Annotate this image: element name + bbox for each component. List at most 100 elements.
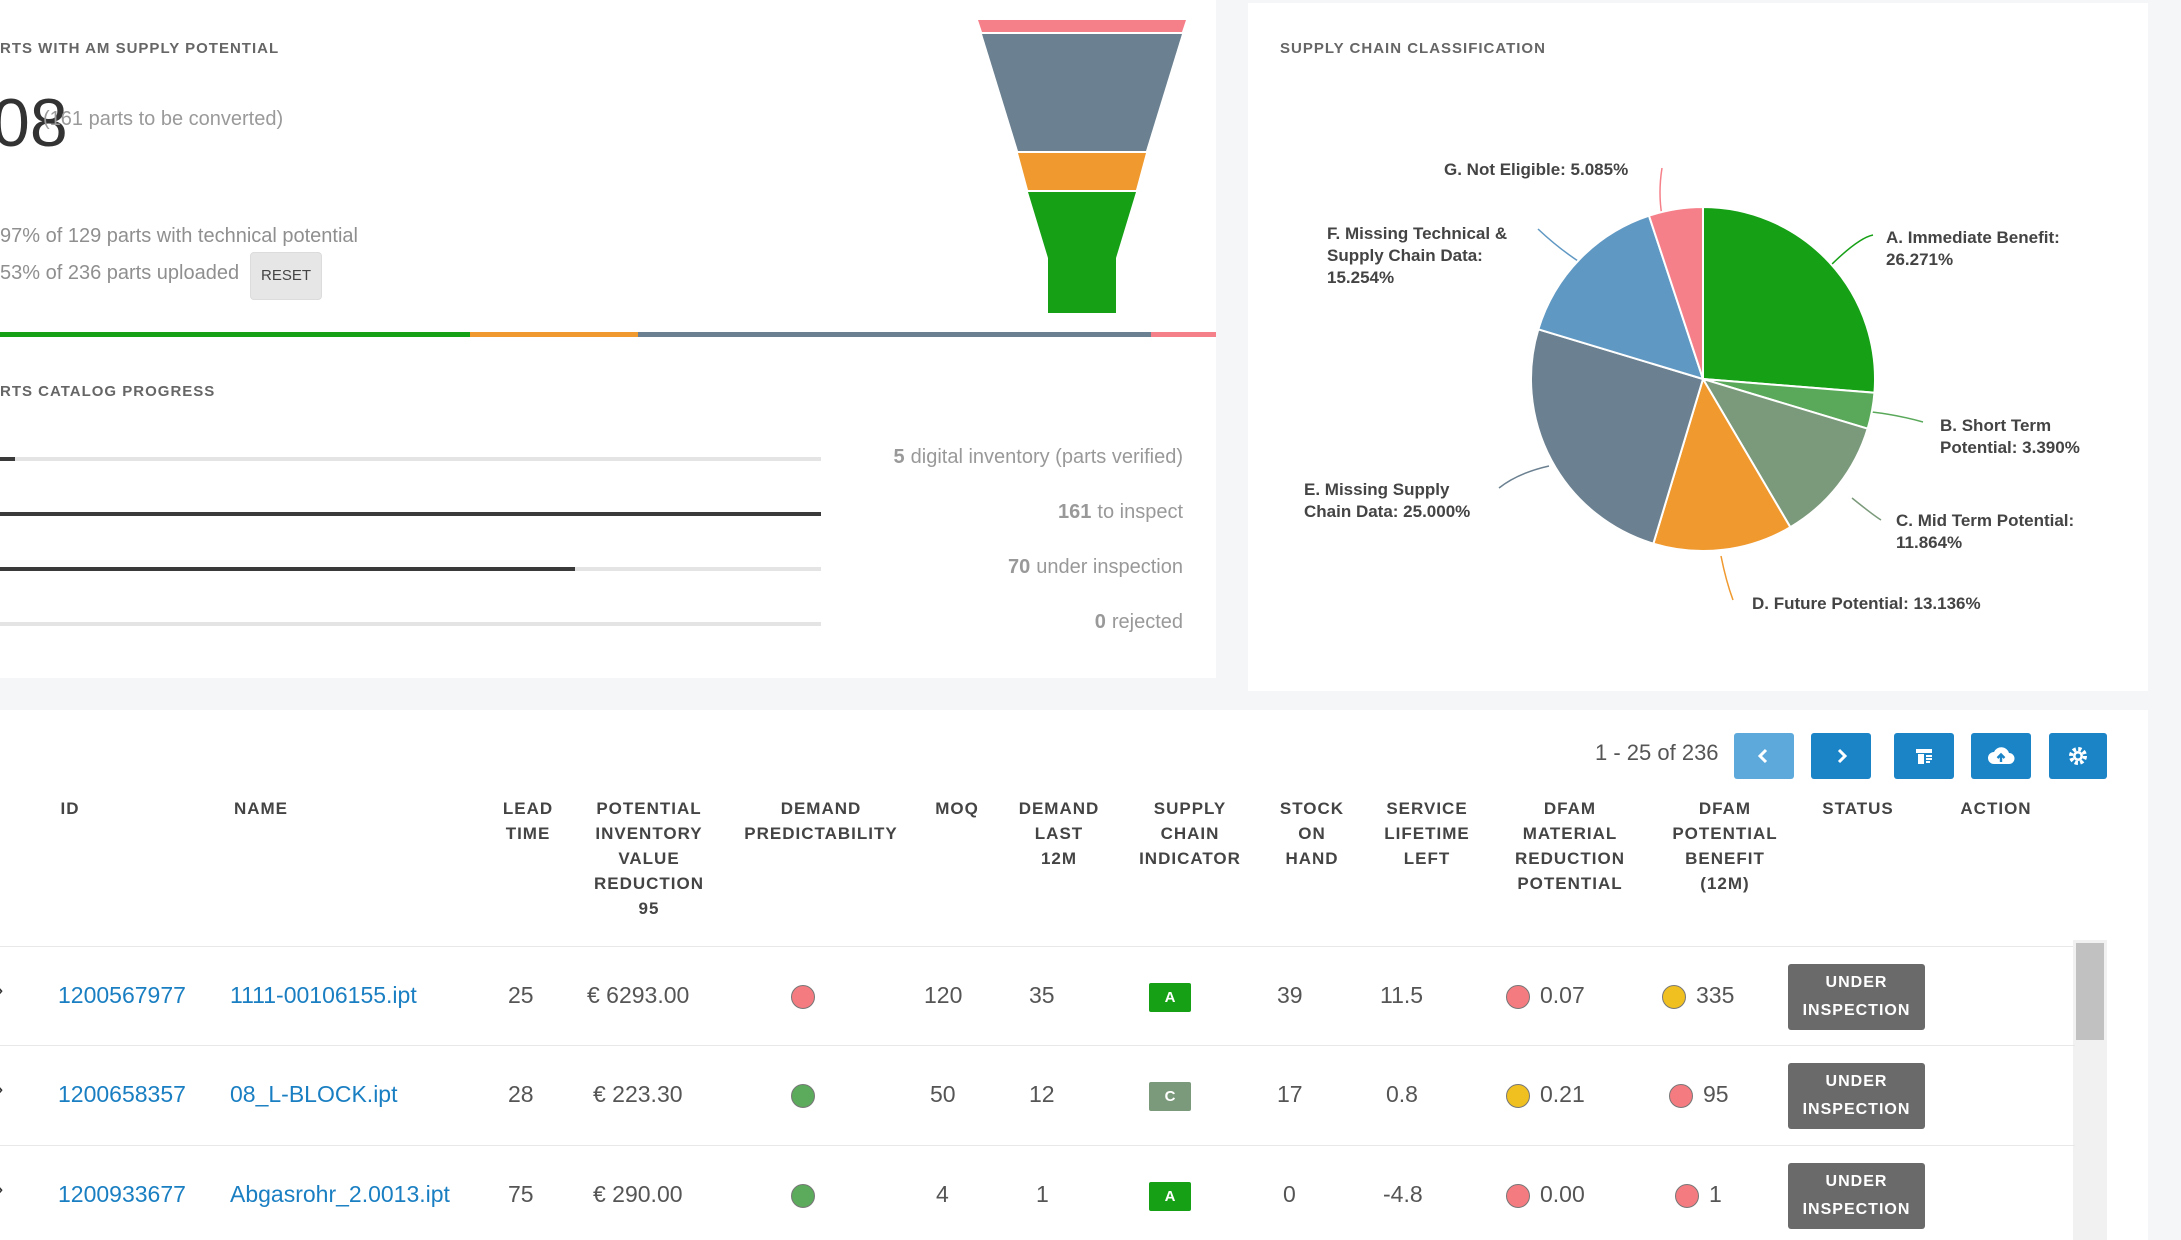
table-scrollbar-thumb[interactable] (2076, 943, 2104, 1040)
table-row[interactable]: › 1200567977 1111-00106155.ipt 25 € 6293… (0, 947, 2073, 1045)
progress-label-verified: 5 digital inventory (parts verified) (683, 446, 1183, 469)
progress-count: 0 (1094, 611, 1106, 633)
am-potential-card: RTS WITH AM SUPPLY POTENTIAL 08 (161 par… (0, 0, 1216, 340)
service-lifetime: 11.5 (1380, 982, 1424, 1008)
funnel-segment-immediate (1028, 192, 1136, 313)
dfam-material-value: 0.07 (1540, 982, 1585, 1008)
upload-button[interactable] (1971, 733, 2031, 779)
progress-track-verified (0, 457, 821, 461)
pie-slice-future[interactable] (1652, 376, 1792, 552)
part-name-link[interactable]: 08_L-BLOCK.ipt (230, 1081, 398, 1107)
pie-chart-title: SUPPLY CHAIN CLASSIFICATION (1280, 40, 1546, 57)
moq: 120 (924, 982, 963, 1008)
row-divider (0, 1045, 2075, 1046)
col-header-demand-predictability[interactable]: DEMAND PREDICTABILITY (744, 799, 898, 843)
dfam-benefit-value: 335 (1696, 982, 1735, 1008)
part-id-link[interactable]: 1200567977 (58, 982, 186, 1008)
col-header-stock-on-hand[interactable]: STOCK ON HAND (1279, 799, 1345, 868)
pie-slice-mid-term[interactable] (1700, 377, 1869, 529)
dfam-benefit-indicator (1662, 985, 1686, 1009)
pie-slice-missing-supply[interactable] (1530, 328, 1705, 545)
clear-filter-button[interactable] (1894, 733, 1954, 779)
col-header-dfam-material[interactable]: DFAM MATERIAL REDUCTION POTENTIAL (1514, 799, 1626, 893)
split-segment-pink (1151, 332, 1216, 337)
split-segment-orange (470, 332, 638, 337)
part-id-link[interactable]: 1200658357 (58, 1081, 186, 1107)
catalog-progress-title: RTS CATALOG PROGRESS (0, 383, 216, 400)
next-page-button[interactable] (1811, 733, 1871, 779)
dfam-material-indicator (1506, 1184, 1530, 1208)
table-header-divider (0, 946, 2075, 947)
progress-track-rejected (0, 622, 821, 626)
col-header-potential-inventory[interactable]: POTENTIAL INVENTORY VALUE REDUCTION 95 (593, 799, 705, 918)
supply-chain-badge: A (1149, 983, 1191, 1012)
col-header-dfam-benefit[interactable]: DFAM POTENTIAL BENEFIT (12M) (1672, 799, 1778, 893)
table-row[interactable]: › 1200658357 08_L-BLOCK.ipt 28 € 223.30 … (0, 1046, 2073, 1144)
inventory-value: € 6293.00 (587, 982, 690, 1008)
col-header-status[interactable]: STATUS (1822, 799, 1894, 818)
stock-on-hand: 17 (1277, 1081, 1303, 1107)
pie-label-missing-technical: F. Missing Technical & Supply Chain Data… (1327, 224, 1508, 287)
progress-label-rejected: 0 rejected (683, 611, 1183, 634)
gear-icon (2069, 747, 2087, 765)
lead-time: 25 (508, 982, 534, 1008)
classification-split-bar (0, 332, 1216, 337)
expand-row-icon[interactable]: › (0, 1176, 3, 1202)
expand-row-icon[interactable]: › (0, 977, 3, 1003)
col-header-demand-last[interactable]: DEMAND LAST 12M (1018, 799, 1100, 868)
chevron-left-icon (1757, 748, 1768, 764)
dfam-material-value: 0.21 (1540, 1081, 1585, 1107)
progress-track-to-inspect (0, 512, 821, 516)
col-header-supply-chain-indicator[interactable]: SUPPLY CHAIN INDICATOR (1139, 799, 1241, 868)
pie-label-missing-supply: E. Missing Supply Chain Data: 25.000% (1304, 480, 1471, 521)
progress-fill (0, 512, 821, 516)
moq: 50 (930, 1081, 956, 1107)
pie-label-immediate: A. Immediate Benefit: 26.271% (1886, 228, 2060, 269)
status-button[interactable]: UNDER INSPECTION (1788, 1063, 1925, 1129)
progress-count: 5 (893, 446, 905, 468)
progress-fill (0, 457, 15, 461)
pie-slice-immediate[interactable] (1702, 205, 1876, 394)
part-name-link[interactable]: Abgasrohr_2.0013.ipt (230, 1181, 450, 1207)
col-header-id[interactable]: ID (60, 799, 80, 818)
chevron-right-icon (1837, 748, 1848, 764)
part-name-link[interactable]: 1111-00106155.ipt (230, 982, 417, 1008)
funnel-segment-missing-data (982, 34, 1182, 151)
cloud-upload-icon (1988, 747, 2015, 764)
col-header-service-lifetime[interactable]: SERVICE LIFETIME LEFT (1384, 799, 1470, 868)
status-button[interactable]: UNDER INSPECTION (1788, 964, 1925, 1030)
progress-track-under-inspection (0, 567, 821, 571)
uploaded-stat: 53% of 236 parts uploaded (0, 262, 240, 284)
col-header-moq[interactable]: MOQ (935, 799, 979, 818)
technical-potential-stat: 97% of 129 parts with technical potentia… (0, 225, 358, 247)
demand-predictability-indicator (791, 1184, 815, 1208)
lead-time: 75 (508, 1181, 534, 1207)
reset-button[interactable]: RESET (250, 252, 322, 300)
part-id-link[interactable]: 1200933677 (58, 1181, 186, 1207)
prev-page-button[interactable] (1734, 733, 1794, 779)
table-row[interactable]: › 1200933677 Abgasrohr_2.0013.ipt 75 € 2… (0, 1146, 2073, 1240)
funnel-segment-not-eligible (978, 20, 1186, 32)
col-header-action: ACTION (1960, 799, 2032, 818)
inventory-value: € 223.30 (593, 1081, 683, 1107)
status-button[interactable]: UNDER INSPECTION (1788, 1163, 1925, 1229)
stock-on-hand: 0 (1283, 1181, 1296, 1207)
col-header-name[interactable]: NAME (233, 799, 289, 818)
demand-predictability-indicator (791, 985, 815, 1009)
col-header-lead-time[interactable]: LEAD TIME (502, 799, 554, 843)
service-lifetime: -4.8 (1383, 1181, 1423, 1207)
progress-text: rejected (1111, 611, 1183, 633)
catalog-progress-card: RTS CATALOG PROGRESS 5 digital inventory … (0, 340, 1216, 678)
pagination-status: 1 - 25 of 236 (1595, 740, 1719, 765)
pie-slice-not-eligible[interactable] (1647, 205, 1704, 380)
dfam-material-value: 0.00 (1540, 1181, 1585, 1207)
progress-text: to inspect (1097, 501, 1183, 523)
progress-text: under inspection (1036, 556, 1183, 578)
settings-button[interactable] (2049, 733, 2107, 779)
table-scrollbar[interactable] (2073, 940, 2107, 1240)
filter-clear-icon (1916, 749, 1932, 764)
moq: 4 (936, 1181, 949, 1207)
progress-count: 161 (1058, 501, 1092, 523)
expand-row-icon[interactable]: › (0, 1076, 3, 1102)
dfam-material-indicator (1506, 985, 1530, 1009)
